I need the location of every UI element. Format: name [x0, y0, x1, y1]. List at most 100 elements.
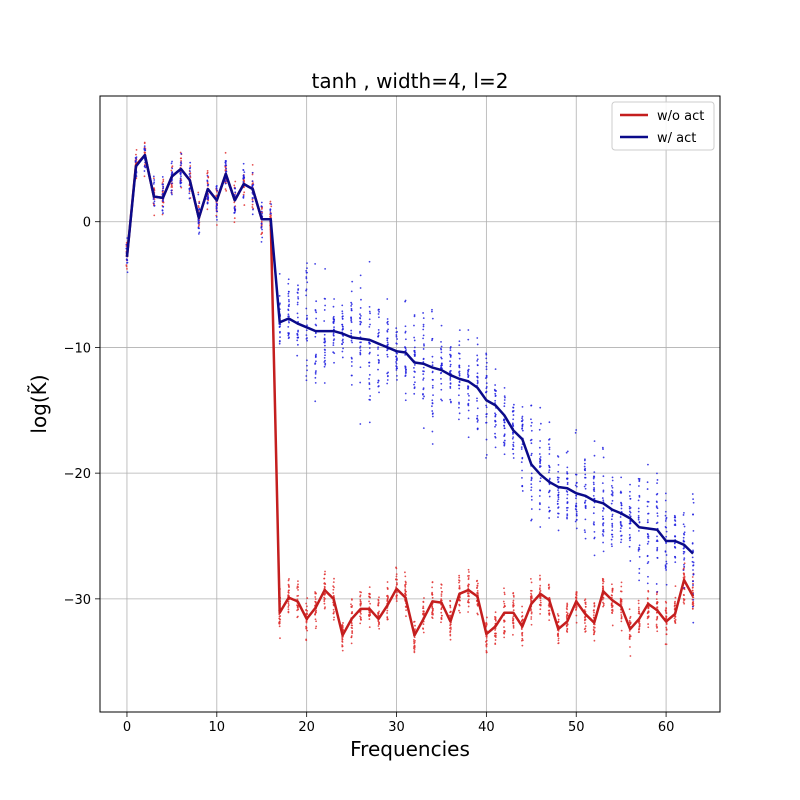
- sample-point: [449, 398, 452, 401]
- sample-point: [198, 200, 201, 203]
- sample-point: [413, 650, 416, 652]
- sample-point: [674, 618, 677, 621]
- sample-point: [620, 581, 623, 584]
- sample-point: [189, 165, 192, 167]
- sample-point: [386, 382, 389, 385]
- sample-point: [476, 414, 479, 417]
- sample-point: [566, 497, 569, 500]
- sample-point: [440, 340, 442, 343]
- sample-point: [637, 514, 640, 517]
- sample-point: [566, 627, 569, 630]
- sample-point: [314, 371, 317, 374]
- sample-point: [359, 604, 362, 607]
- sample-point: [359, 615, 361, 618]
- sample-point: [476, 592, 479, 595]
- sample-point: [413, 339, 416, 342]
- sample-point: [288, 578, 290, 580]
- sample-point: [395, 596, 398, 599]
- sample-point: [341, 638, 344, 641]
- sample-point: [683, 563, 685, 566]
- sample-point: [475, 580, 478, 583]
- sample-point: [287, 313, 290, 316]
- sample-point: [566, 509, 568, 512]
- sample-point: [422, 370, 424, 373]
- sample-point: [395, 335, 398, 338]
- sample-point: [170, 184, 173, 187]
- sample-point: [692, 600, 695, 603]
- sample-point: [260, 205, 263, 208]
- sample-point: [153, 181, 156, 184]
- sample-point: [324, 344, 326, 347]
- sample-point: [538, 446, 541, 449]
- sample-point: [530, 592, 532, 595]
- sample-point: [458, 609, 460, 612]
- sample-point: [333, 586, 335, 589]
- sample-point: [503, 421, 506, 423]
- sample-point: [467, 436, 470, 439]
- sample-point: [404, 392, 407, 395]
- sample-point: [359, 352, 362, 355]
- sample-point: [368, 318, 371, 321]
- sample-point: [638, 572, 641, 574]
- sample-point: [602, 522, 605, 524]
- sample-point: [305, 375, 308, 377]
- sample-point: [251, 163, 254, 166]
- sample-point: [629, 490, 631, 493]
- sample-point: [593, 487, 595, 489]
- sample-point: [233, 212, 236, 214]
- sample-point: [144, 166, 147, 169]
- sample-point: [287, 334, 290, 337]
- sample-point: [557, 512, 560, 515]
- sample-point: [414, 353, 416, 356]
- sample-point: [179, 177, 182, 180]
- sample-point: [324, 606, 326, 609]
- sample-point: [593, 602, 596, 604]
- sample-point: [180, 152, 183, 155]
- sample-point: [368, 373, 371, 376]
- sample-point: [512, 599, 515, 602]
- sample-point: [350, 339, 353, 342]
- sample-point: [171, 193, 173, 196]
- sample-point: [620, 476, 623, 479]
- sample-point: [539, 599, 542, 602]
- sample-point: [206, 169, 209, 172]
- sample-point: [288, 321, 290, 324]
- sample-point: [665, 569, 667, 571]
- sample-point: [592, 614, 595, 617]
- sample-point: [682, 594, 685, 596]
- sample-point: [143, 151, 146, 154]
- sample-point: [494, 432, 496, 435]
- sample-point: [422, 323, 425, 326]
- sample-point: [619, 597, 622, 600]
- sample-point: [575, 481, 578, 484]
- sample-point: [637, 599, 640, 602]
- sample-point: [224, 180, 227, 182]
- sample-point: [215, 187, 218, 189]
- sample-point: [692, 621, 695, 624]
- sample-point: [476, 337, 479, 339]
- sample-point: [251, 206, 254, 208]
- sample-point: [359, 598, 362, 601]
- sample-point: [521, 644, 524, 647]
- sample-point: [575, 495, 578, 497]
- sample-point: [449, 369, 452, 372]
- sample-point: [359, 307, 362, 309]
- sample-point: [377, 313, 380, 315]
- sample-point: [386, 609, 389, 612]
- sample-point: [674, 515, 676, 518]
- sample-point: [377, 604, 379, 607]
- sample-point: [665, 623, 668, 626]
- sample-point: [467, 387, 469, 390]
- sample-point: [646, 500, 649, 503]
- sample-point: [665, 633, 668, 636]
- sample-point: [512, 633, 514, 636]
- sample-point: [225, 169, 227, 171]
- sample-point: [494, 413, 497, 416]
- sample-point: [583, 599, 586, 602]
- sample-point: [333, 338, 336, 341]
- sample-point: [503, 386, 506, 389]
- sample-point: [449, 353, 451, 356]
- sample-point: [287, 295, 290, 298]
- sample-point: [602, 507, 605, 509]
